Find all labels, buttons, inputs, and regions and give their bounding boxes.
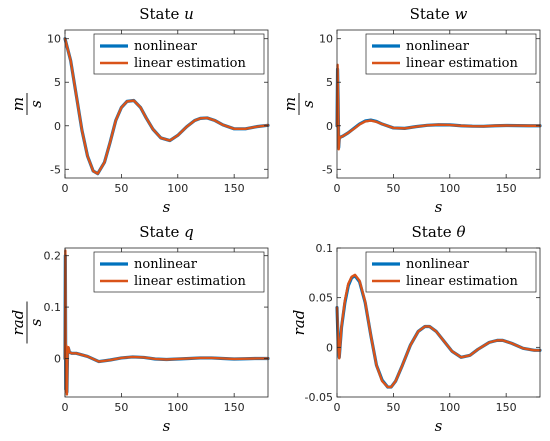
y-label-denominator: s [27,318,45,326]
y-label-denominator: s [27,100,45,108]
x-axis-label: s [435,198,443,216]
y-axis-label: rad [290,310,308,336]
y-label-numerator: rad [290,310,308,336]
chart-title: State w [410,5,468,23]
x-axis-label: s [435,417,443,435]
y-tick-label: 0.1 [44,301,62,314]
chart-title-prefix: State [410,5,455,23]
series-line-linear-estimation [335,63,542,151]
x-tick-label: 100 [167,182,188,195]
y-tick-label: 0.05 [309,292,334,305]
chart-title: State θ [412,223,466,241]
x-tick-label: 100 [439,401,460,414]
legend-label: nonlinear [406,257,470,272]
y-tick-label: 0 [326,120,333,133]
x-axis-label: s [163,417,171,435]
x-tick-label: 100 [167,401,188,414]
axes-box [64,29,269,179]
x-tick-label: 100 [439,182,460,195]
legend-label: nonlinear [134,39,198,54]
series-line-linear-estimation [335,273,542,389]
chart-title-prefix: State [139,223,184,241]
legend: nonlinear linear estimation [365,251,537,293]
y-tick-label: 0 [54,352,61,365]
legend-label: linear estimation [134,56,247,71]
legend-box [93,33,265,75]
y-tick-label: 5 [326,76,333,89]
legend-label: nonlinear [406,39,470,54]
y-tick-label: -0.05 [305,391,333,404]
y-tick-label: 0 [54,120,61,133]
y-tick-label: 10 [319,33,333,46]
legend: nonlinear linear estimation [365,33,537,75]
axes-box [64,247,269,398]
x-tick-label: 50 [386,182,400,195]
x-tick-label: 150 [224,401,245,414]
legend-box [93,251,265,293]
x-tick-label: 150 [496,401,517,414]
x-axis-label: s [163,198,171,216]
x-tick-label: 50 [114,401,128,414]
chart-title-symbol: u [184,5,194,23]
chart-title: State u [139,5,194,23]
legend-label: linear estimation [406,274,519,289]
y-tick-label: 0.2 [44,250,62,263]
y-label-numerator: rad [9,310,27,336]
chart-title-symbol: θ [456,223,465,241]
y-label-denominator: s [299,100,317,108]
chart-title-symbol: q [184,223,194,241]
x-tick-label: 0 [62,401,69,414]
x-tick-label: 0 [334,401,341,414]
y-label-numerator: m [281,97,299,111]
chart-title-prefix: State [412,223,457,241]
x-tick-label: 0 [62,182,69,195]
y-tick-label: 10 [47,33,61,46]
axes-box [336,29,541,179]
legend-label: nonlinear [134,257,198,272]
x-tick-label: 150 [496,182,517,195]
y-tick-label: -5 [50,163,61,176]
x-tick-label: 50 [114,182,128,195]
series-line-linear-estimation [63,37,270,175]
y-tick-label: 0 [326,341,333,354]
y-axis-label: rad s [9,301,45,344]
y-tick-label: 0.1 [316,242,334,255]
chart-title-symbol: w [455,5,468,23]
legend: nonlinear linear estimation [93,251,265,293]
chart-title-prefix: State [139,5,184,23]
x-tick-label: 150 [224,182,245,195]
x-tick-label: 50 [386,401,400,414]
axes-box [336,247,541,398]
legend-label: linear estimation [134,274,247,289]
series-line-linear-estimation [63,249,270,396]
y-tick-label: 5 [54,76,61,89]
legend-box [365,251,537,293]
legend: nonlinear linear estimation [93,33,265,75]
chart-title: State q [139,223,194,241]
y-tick-label: -5 [322,163,333,176]
legend-label: linear estimation [406,56,519,71]
y-label-numerator: m [9,97,27,111]
x-tick-label: 0 [334,182,341,195]
legend-box [365,33,537,75]
